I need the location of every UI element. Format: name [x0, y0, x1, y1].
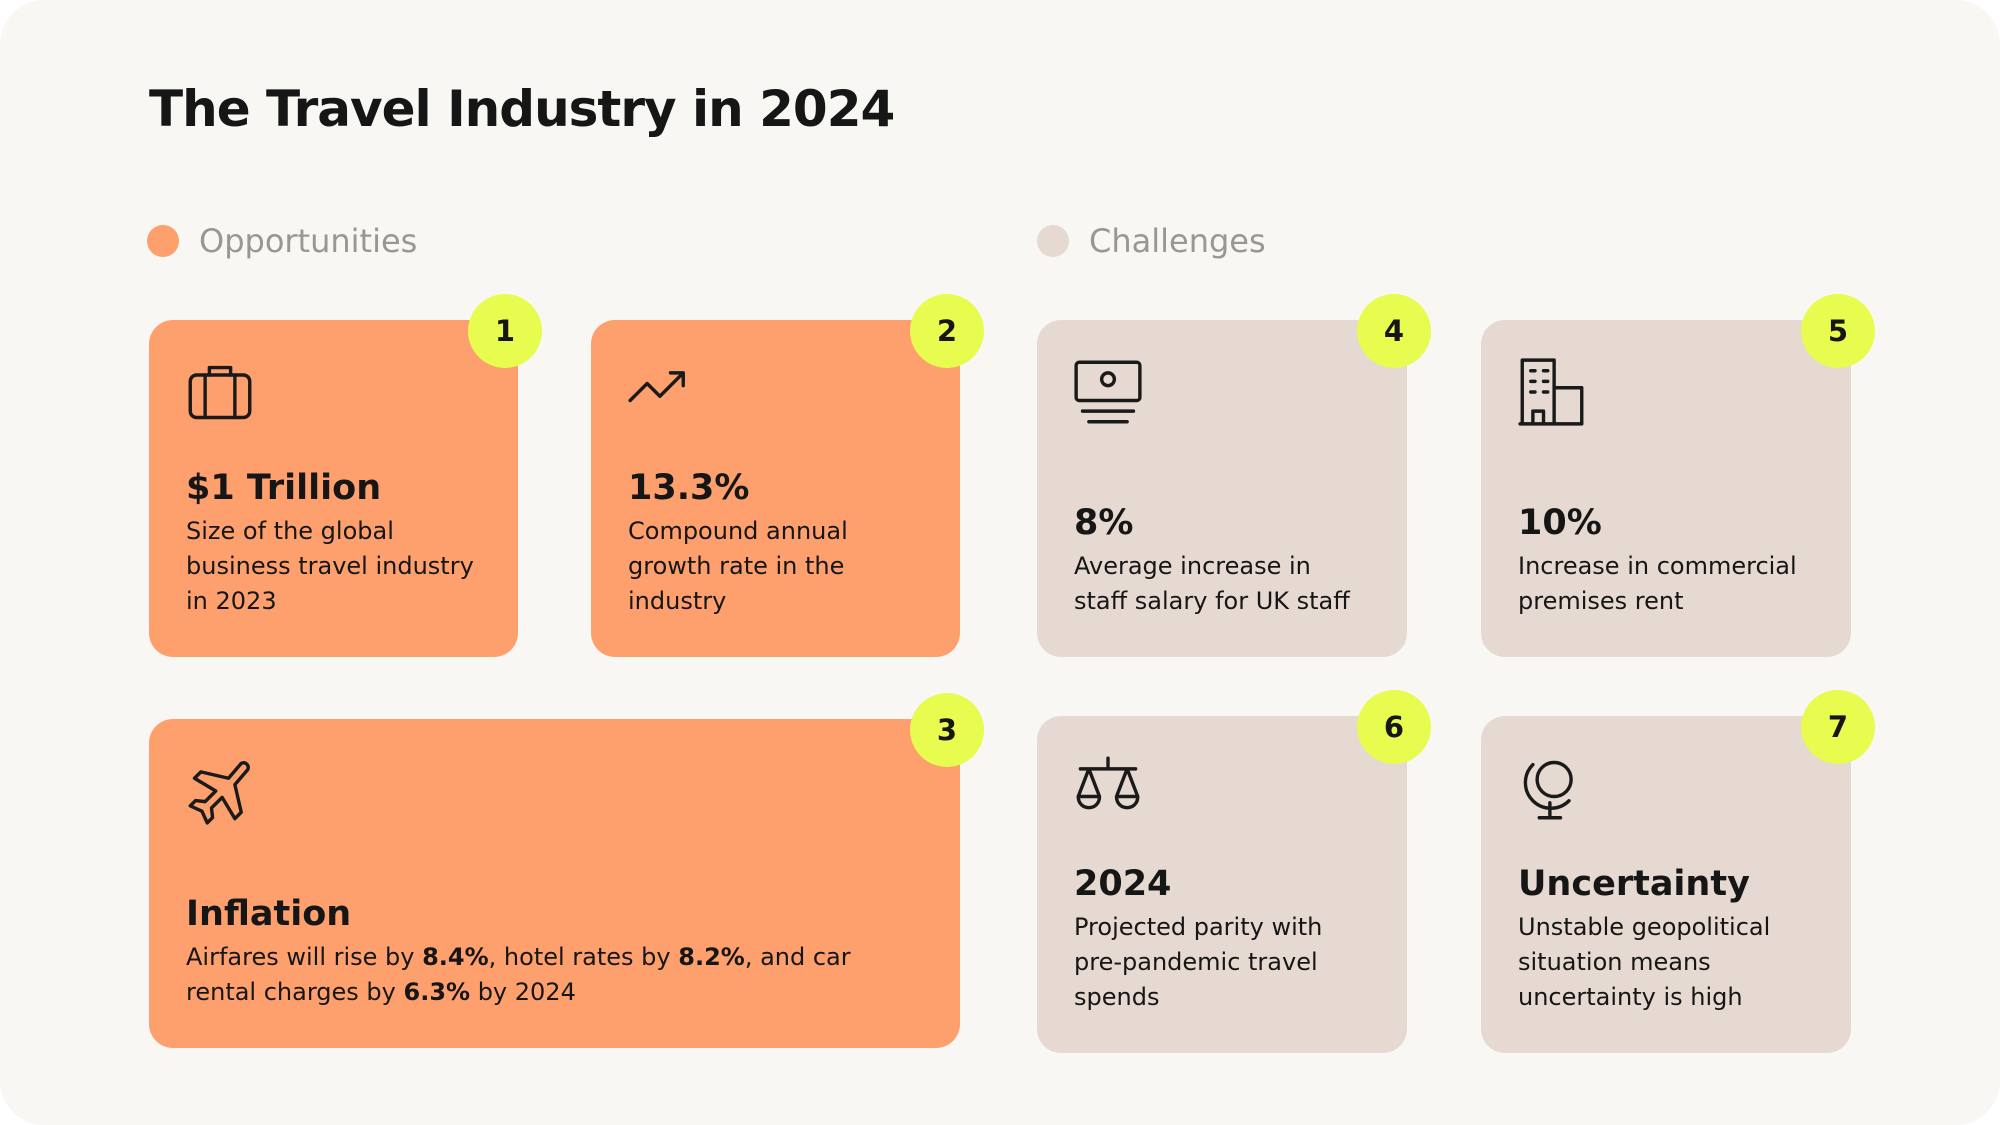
- title: The Travel Industry in 2024: [149, 80, 895, 138]
- description-part: 6.3%: [403, 978, 471, 1006]
- badge: 5: [1801, 294, 1875, 368]
- description-part: , hotel rates by: [488, 943, 679, 971]
- description-part: Airfares will rise by: [186, 943, 423, 971]
- card: 5 10% Increase in commercial premises ren…: [1481, 294, 1875, 657]
- icon-trend: [628, 371, 685, 403]
- headline: Inflation: [186, 894, 352, 934]
- legend-label: Opportunities: [199, 222, 418, 260]
- badge: 7: [1801, 690, 1875, 764]
- card: 4 8% Average increase in staff salary for…: [1037, 294, 1431, 657]
- headline: Uncertainty: [1518, 864, 1750, 904]
- icon-scales: [1076, 756, 1140, 810]
- badge: 2: [910, 294, 984, 368]
- card: 7 Uncertainty Unstable geopolitical situa…: [1481, 690, 1875, 1053]
- icon-money: [1074, 360, 1142, 424]
- badge: 4: [1357, 294, 1431, 368]
- description-part: 8.2%: [678, 943, 745, 971]
- legend-dot: [147, 225, 179, 257]
- description: Increase in commercial premises rent: [1518, 552, 1797, 615]
- description: Size of the global business travel indus…: [186, 517, 474, 615]
- legend-item: Challenges: [1037, 222, 1266, 260]
- headline: 13.3%: [628, 468, 750, 508]
- headline: 8%: [1074, 503, 1134, 543]
- legend-dot: [1037, 225, 1069, 257]
- badge: 1: [468, 294, 542, 368]
- card: 1 $1 Trillion Size of the global business…: [149, 294, 542, 657]
- description: Compound annual growth rate in the indus…: [628, 517, 848, 615]
- badge: 6: [1357, 690, 1431, 764]
- description: Average increase in staff salary for UK …: [1074, 552, 1350, 615]
- headline: 2024: [1074, 864, 1172, 904]
- description-part: by 2024: [470, 978, 576, 1006]
- description: Projected parity with pre-pandemic trave…: [1074, 913, 1323, 1011]
- card: 6 2024 Projected parity with pre-pandemic…: [1037, 690, 1431, 1053]
- headline: 10%: [1518, 503, 1602, 543]
- description: Unstable geopolitical situation means un…: [1518, 913, 1771, 1011]
- headline: $1 Trillion: [186, 468, 382, 508]
- description-part: 8.4%: [422, 943, 489, 971]
- icon-plane: [188, 761, 250, 825]
- legend-label: Challenges: [1089, 222, 1266, 260]
- legend-item: Opportunities: [147, 222, 417, 260]
- card: 2 13.3% Compound annual growth rate in th…: [591, 294, 984, 657]
- card: 3 Inflation Airfares will rise by 8.4%, h…: [149, 693, 984, 1048]
- icon-globe: [1523, 760, 1573, 820]
- description-part: , and car rental charges by: [186, 943, 859, 1006]
- badge: 3: [910, 693, 984, 767]
- icon-briefcase: [188, 365, 252, 420]
- description: Airfares will rise by 8.4%, hotel rates …: [186, 940, 886, 1010]
- icon-building: [1518, 358, 1584, 426]
